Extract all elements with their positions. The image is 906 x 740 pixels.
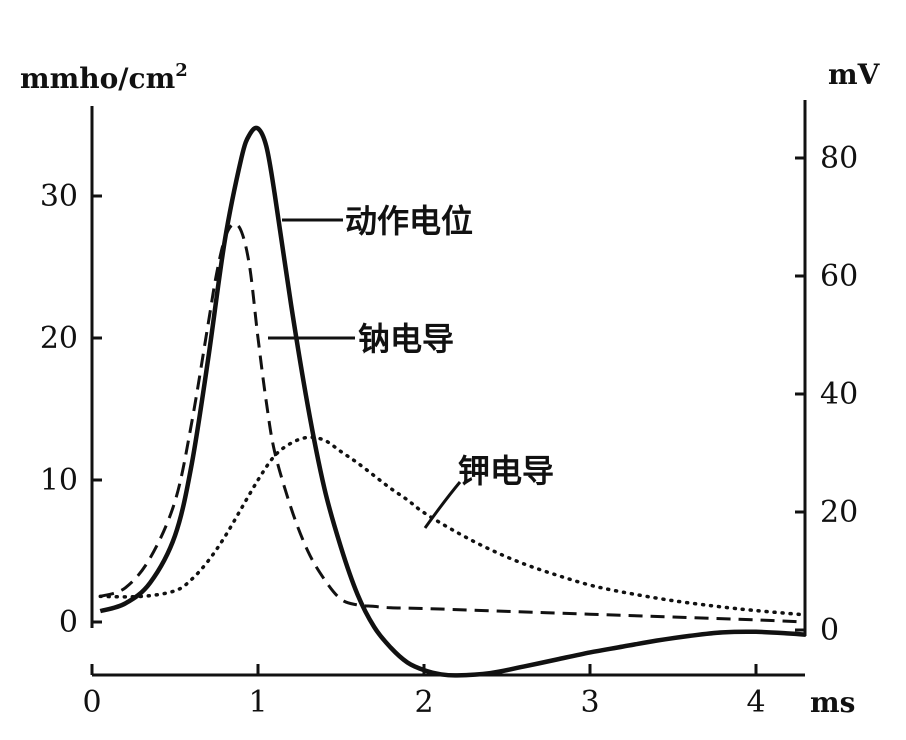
series-labels: 动作电位 钠电导 钾电导 (268, 202, 554, 529)
x-tick-label: 2 (414, 685, 433, 720)
y-left-unit-superscript: 2 (175, 60, 188, 81)
series-line-sodium (99, 222, 806, 624)
x-tick-label: 0 (82, 685, 101, 720)
leader-line-potassium (423, 481, 462, 529)
x-tick-label: 4 (746, 685, 765, 720)
y-right-tick-label: 0 (820, 613, 839, 648)
y-left-tick-label: 0 (59, 605, 78, 640)
y-left-tick-label: 30 (40, 179, 78, 214)
series-line-action-potential (99, 125, 806, 678)
y-left-unit-label: mmho/cm2 (20, 60, 188, 95)
y-right-tick-label: 40 (820, 377, 858, 412)
x-ticks: 0 1 2 3 4 (82, 664, 766, 720)
y-right-tick-label: 80 (820, 141, 858, 176)
y-right-unit-label: mV (828, 58, 881, 91)
y-left-tick-label: 10 (40, 463, 78, 498)
y-right-tick-label: 20 (820, 495, 858, 530)
series-layer (98, 125, 808, 678)
series-label-sodium: 钠电导 (358, 320, 454, 358)
series-label-action-potential: 动作电位 (345, 202, 473, 240)
series-line-potassium (98, 435, 808, 617)
y-left-tick-label: 20 (40, 321, 78, 356)
x-tick-label: 1 (248, 685, 267, 720)
y-left-ticks: 0 10 20 30 (40, 179, 102, 640)
x-unit-label: ms (810, 686, 855, 719)
y-right-tick-label: 60 (820, 259, 858, 294)
y-right-ticks: 0 20 40 60 80 (795, 141, 858, 648)
x-tick-label: 3 (580, 685, 599, 720)
series-label-potassium: 钾电导 (458, 452, 554, 490)
